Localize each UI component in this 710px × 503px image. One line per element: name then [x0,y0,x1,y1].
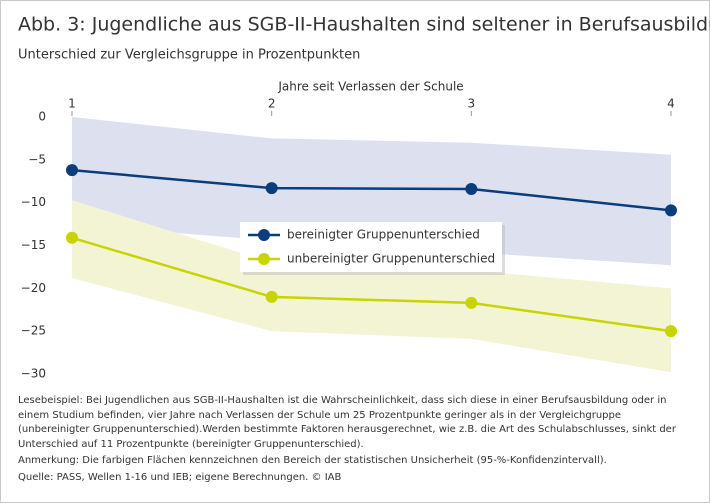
confidence-band [72,117,671,266]
legend-label: bereinigter Gruppenunterschied [287,228,480,242]
legend-swatch [258,229,270,241]
data-point [665,204,677,217]
chart-title: Abb. 3: Jugendliche aus SGB-II-Haushalte… [18,14,710,36]
x-axis-label: Jahre seit Verlassen der Schule [277,80,463,94]
data-point [465,296,478,309]
chart-subtitle: Unterschied zur Vergleichsgruppe in Proz… [18,48,360,63]
x-tick-label: 4 [667,97,675,111]
note: Lesebeispiel: Bei Jugendlichen aus SGB-I… [18,395,676,450]
y-tick-label: −30 [21,367,46,381]
data-point [465,182,478,195]
x-tick-label: 3 [468,97,476,111]
x-tick-label: 2 [268,97,276,111]
data-point [66,164,78,177]
data-point [265,290,278,303]
legend [240,222,502,272]
y-tick-label: −10 [21,195,46,209]
note: Quelle: PASS, Wellen 1-16 und IEB; eigen… [18,471,342,483]
legend-swatch [258,253,270,265]
data-point [66,231,78,244]
y-tick-label: −5 [28,152,46,166]
legend-label: unbereinigter Gruppenunterschied [287,252,495,266]
y-tick-label: −20 [21,281,46,295]
confidence-band [72,200,671,373]
series-line [71,168,672,212]
y-tick-label: −25 [21,324,46,338]
x-tick-label: 1 [68,97,76,111]
data-point [665,325,677,338]
y-tick-label: −15 [21,238,46,252]
y-tick-label: 0 [38,110,46,124]
chart: Abb. 3: Jugendliche aus SGB-II-Haushalte… [18,14,710,381]
data-point [265,182,278,195]
notes: Lesebeispiel: Bei Jugendlichen aus SGB-I… [18,394,694,487]
series-line [71,236,672,333]
note: Anmerkung: Die farbigen Flächen kennzeic… [18,455,607,466]
